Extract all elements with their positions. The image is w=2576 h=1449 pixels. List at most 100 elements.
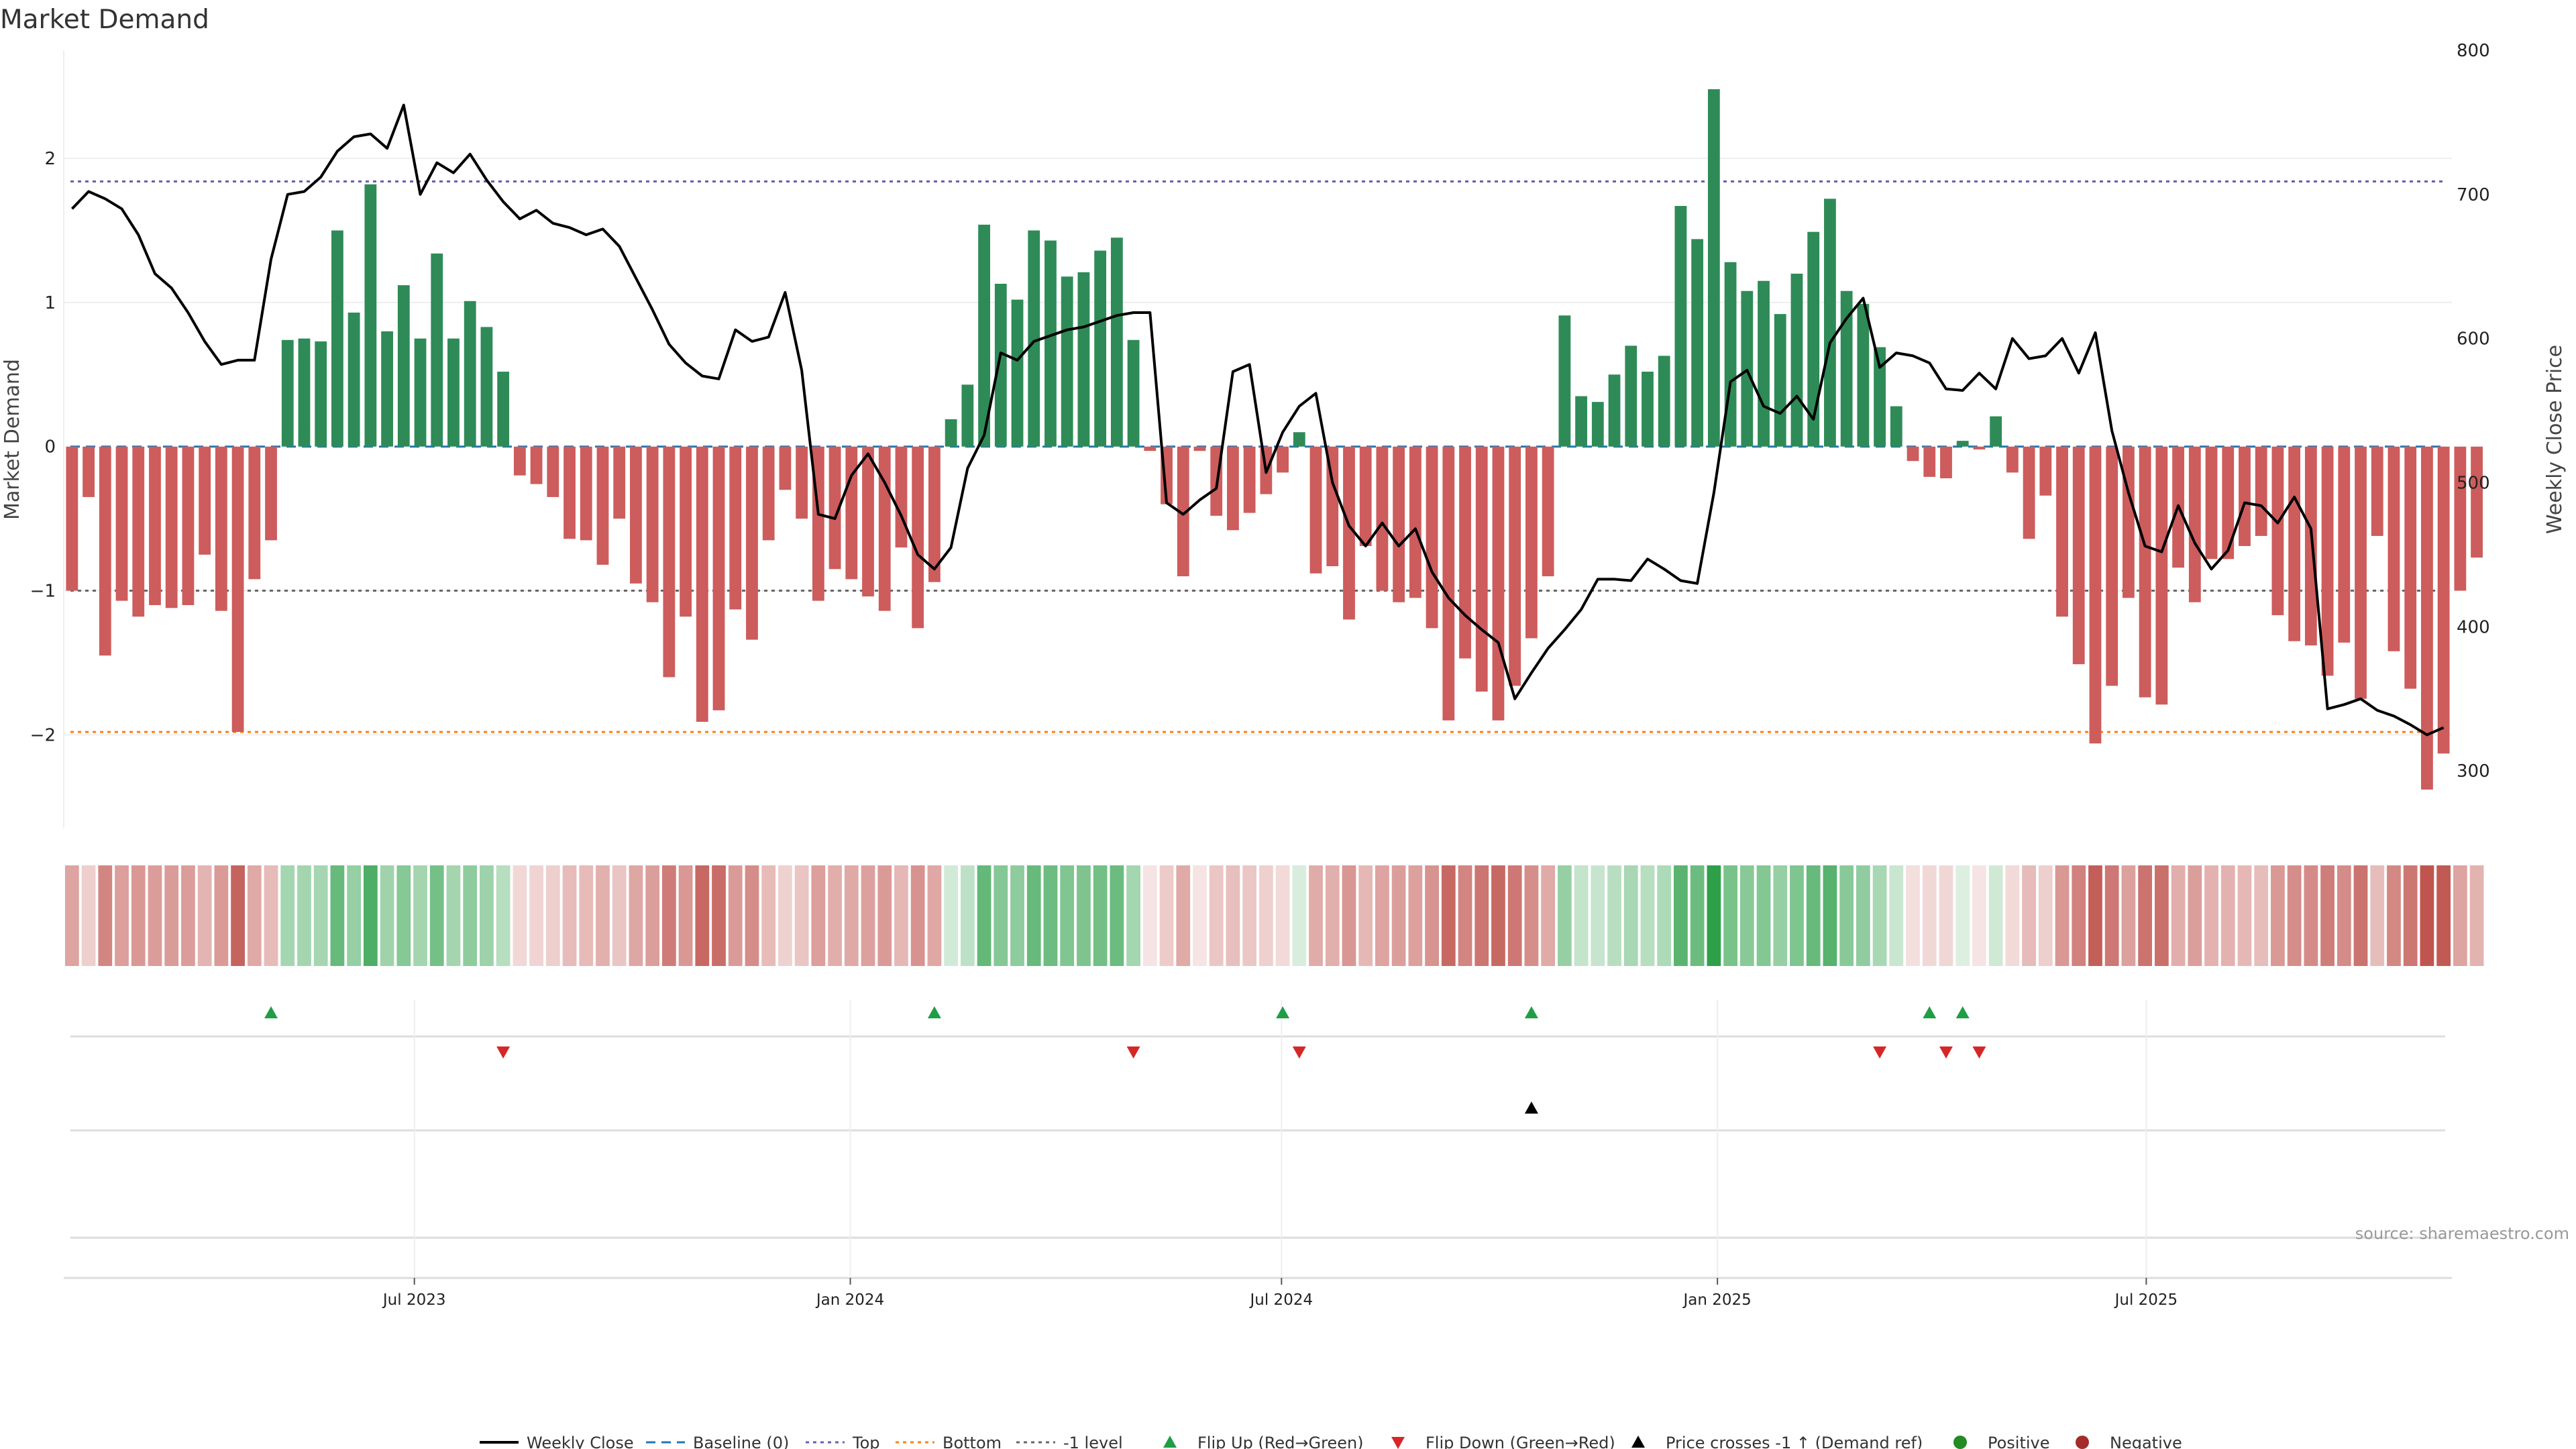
heat-cell (1739, 865, 1754, 966)
heat-cell (1574, 865, 1589, 966)
heat-cell (1275, 865, 1290, 966)
heat-cell (214, 865, 229, 966)
demand-bar (397, 285, 410, 447)
heat-cell (1756, 865, 1771, 966)
heat-cell (2353, 865, 2368, 966)
demand-bar (431, 253, 443, 447)
heat-cell (1889, 865, 1904, 966)
heat-cell (1408, 865, 1423, 966)
demand-bar (762, 446, 775, 541)
heat-cell (1557, 865, 1572, 966)
heat-cell (1093, 865, 1108, 966)
demand-bar (1774, 314, 1786, 447)
heat-cell (1043, 865, 1058, 966)
heat-cell (413, 865, 427, 966)
demand-bar (2056, 446, 2068, 617)
heat-cell (994, 865, 1008, 966)
event-markers (70, 1000, 2445, 1278)
demand-bar (680, 446, 692, 617)
heat-cell (778, 865, 792, 966)
x-axis: Jul 2023 Jan 2024 Jul 2024 Jan 2025 Jul 2025 (64, 1277, 2452, 1309)
y2-tick-label: 700 (2457, 185, 2490, 205)
heat-cell (596, 865, 610, 966)
demand-bar (1061, 276, 1073, 447)
legend-item-weekly-close: Weekly Close (480, 1434, 634, 1449)
demand-bar (2437, 446, 2450, 754)
heat-cell (197, 865, 212, 966)
flip-up-marker (1524, 1006, 1538, 1018)
demand-bar (1575, 396, 1587, 447)
heat-cell (678, 865, 693, 966)
y-axis-label: Market Demand (1, 359, 24, 520)
demand-bar (613, 446, 626, 519)
demand-bar (99, 446, 111, 656)
demand-bar (1127, 339, 1140, 447)
legend-swatch (1391, 1437, 1405, 1449)
demand-bar (497, 372, 510, 447)
demand-bar (1442, 446, 1455, 720)
demand-bar (1277, 446, 1289, 473)
heat-cell (347, 865, 362, 966)
heat-cell (579, 865, 594, 966)
heat-cell (2469, 865, 2484, 966)
flip-down-marker (1873, 1046, 1887, 1059)
x-tick-label: Jan 2024 (815, 1291, 884, 1309)
legend-label: Weekly Close (527, 1434, 634, 1449)
weekly-close-line (70, 103, 2445, 737)
demand-bar (1144, 446, 1157, 451)
demand-bar (1492, 446, 1505, 720)
heat-cell (728, 865, 743, 966)
price-cross-marker (1524, 1102, 1538, 1114)
demand-bar (1426, 446, 1438, 629)
demand-bar (315, 341, 327, 447)
demand-bar (729, 446, 742, 610)
legend-label: Positive (1988, 1434, 2050, 1449)
flip-down-marker (496, 1046, 511, 1059)
demand-bar (630, 446, 642, 584)
demand-bar (2271, 446, 2284, 616)
demand-bar (928, 446, 941, 582)
y-tick-label: 0 (44, 437, 56, 458)
demand-bar (1625, 345, 1638, 447)
demand-bar (281, 339, 294, 447)
demand-bar (331, 230, 343, 447)
demand-bar (1558, 315, 1571, 447)
y-tick-label: −1 (30, 582, 56, 602)
demand-bar (2255, 446, 2267, 536)
heat-cell (2154, 865, 2169, 966)
demand-bar (978, 224, 990, 447)
heat-cell (960, 865, 975, 966)
heat-cell (2271, 865, 2285, 966)
heat-cell (944, 865, 959, 966)
demand-bar (2205, 446, 2218, 559)
heat-cell (1507, 865, 1522, 966)
y2-tick-label: 800 (2457, 41, 2490, 61)
heat-cell (811, 865, 826, 966)
flip-up-marker (1276, 1006, 1290, 1018)
legend-label: Price crosses -1 ↑ (Demand ref) (1666, 1434, 1923, 1449)
demand-bar (1591, 402, 1604, 447)
weekly-close-series (70, 103, 2445, 737)
heat-cell (645, 865, 660, 966)
heat-cell (1325, 865, 1340, 966)
demand-bar (1790, 273, 1803, 447)
y-tick-label: 2 (44, 149, 56, 169)
heat-cell (446, 865, 461, 966)
demand-bar (513, 446, 526, 476)
heat-cell (1790, 865, 1804, 966)
flip-up-marker (1923, 1006, 1937, 1018)
demand-bar (199, 446, 211, 555)
heat-cell (2188, 865, 2202, 966)
heat-cell (1640, 865, 1655, 966)
demand-bar (1326, 446, 1339, 567)
heat-cell (2337, 865, 2351, 966)
heat-cell (1723, 865, 1737, 966)
heat-cell (1258, 865, 1273, 966)
demand-bar (2404, 446, 2417, 689)
heat-cell (1690, 865, 1705, 966)
demand-bars (66, 89, 2483, 790)
legend-swatch (2076, 1436, 2089, 1449)
demand-bar (1409, 446, 1421, 598)
legend-label: Flip Down (Green→Red) (1426, 1434, 1615, 1449)
